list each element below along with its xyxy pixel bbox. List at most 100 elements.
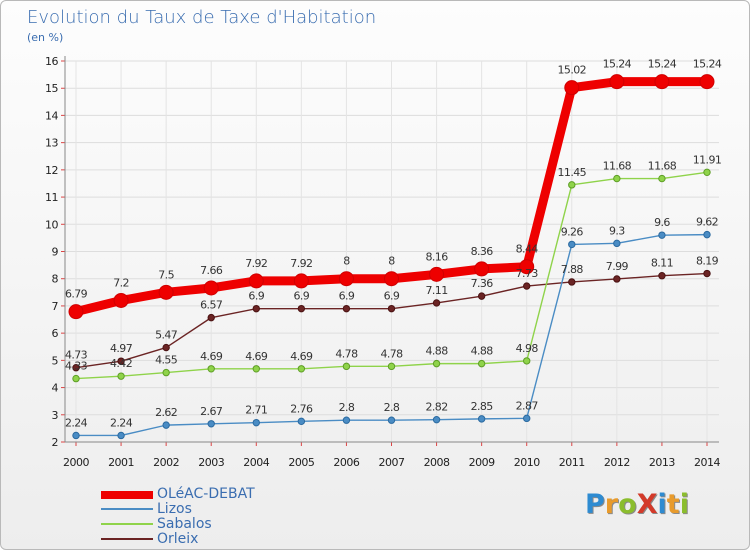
data-point xyxy=(252,418,260,427)
data-label: 7.88 xyxy=(561,263,584,276)
data-label: 6.57 xyxy=(200,299,223,312)
logo-letter: i xyxy=(657,489,667,520)
data-point xyxy=(117,357,125,365)
data-point xyxy=(297,365,306,373)
axes xyxy=(61,56,719,446)
data-point xyxy=(72,431,80,440)
x-tick-label: 2000 xyxy=(63,456,89,469)
data-label: 7.36 xyxy=(471,277,494,290)
data-label: 7.2 xyxy=(113,276,129,289)
y-tick-label: 3 xyxy=(52,409,59,422)
data-label: 6.79 xyxy=(65,288,88,301)
y-tick-label: 2 xyxy=(52,436,59,449)
legend-swatch xyxy=(101,538,153,540)
proxiti-logo: ProXiti xyxy=(585,489,689,520)
data-label: 4.33 xyxy=(65,360,88,373)
logo-letter: r xyxy=(604,489,619,520)
x-tick-label: 2005 xyxy=(288,456,314,469)
data-point xyxy=(162,343,170,352)
data-point xyxy=(432,299,441,307)
y-tick-label: 11 xyxy=(45,191,58,204)
data-point xyxy=(113,292,129,308)
data-point xyxy=(609,74,625,90)
legend-label: Lizos xyxy=(157,501,192,517)
data-label: 7.5 xyxy=(158,268,174,281)
data-label: 4.98 xyxy=(516,342,539,355)
data-label: 8.11 xyxy=(651,257,673,270)
data-label: 7.66 xyxy=(200,264,223,277)
data-label: 15.24 xyxy=(693,58,722,71)
data-point xyxy=(207,365,215,373)
x-tick-label: 2012 xyxy=(604,456,630,469)
data-point xyxy=(568,181,576,189)
data-label: 2.62 xyxy=(155,406,177,419)
y-tick-label: 13 xyxy=(45,137,58,150)
data-label: 15.02 xyxy=(558,64,587,77)
y-tick-label: 9 xyxy=(52,246,59,259)
data-label: 4.73 xyxy=(65,349,88,362)
x-tick-label: 2008 xyxy=(424,456,450,469)
data-label: 2.71 xyxy=(245,404,267,417)
legend-label: Orleix xyxy=(157,531,199,547)
data-point xyxy=(703,230,711,239)
data-label: 2.24 xyxy=(110,416,133,429)
series-points xyxy=(68,74,715,440)
data-label: 9.62 xyxy=(696,216,718,229)
chart-title: Evolution du Taux de Taxe d'Habitation xyxy=(27,7,377,28)
logo-letter: X xyxy=(636,489,658,520)
x-tick-label: 2007 xyxy=(379,456,405,469)
data-label: 2.82 xyxy=(426,401,448,414)
data-label: 6.9 xyxy=(384,290,400,303)
data-label: 2.8 xyxy=(384,401,400,414)
data-label: 11.91 xyxy=(693,153,722,166)
data-point xyxy=(474,261,490,277)
legend-label: OLéAC-DEBAT xyxy=(157,486,255,502)
data-label: 9.26 xyxy=(561,225,584,238)
data-point xyxy=(162,368,170,377)
data-point xyxy=(568,240,576,249)
data-point xyxy=(564,80,580,96)
data-label: 2.87 xyxy=(516,399,539,412)
y-tick-labels: 2 3 4 5 6 7 8 9 10 11 12 13 14 15 16 xyxy=(45,55,59,449)
data-label: 7.92 xyxy=(290,257,312,270)
legend-swatch xyxy=(101,523,153,525)
data-point xyxy=(519,259,535,275)
data-point xyxy=(338,271,354,287)
data-label: 4.88 xyxy=(471,345,494,358)
data-label: 7.92 xyxy=(245,257,267,270)
data-label: 11.45 xyxy=(558,166,587,179)
data-label: 5.47 xyxy=(155,329,178,342)
data-label: 8.44 xyxy=(516,243,539,256)
data-label: 9.6 xyxy=(654,216,670,229)
x-tick-label: 2011 xyxy=(559,456,585,469)
data-point xyxy=(613,275,621,283)
data-label: 6.9 xyxy=(339,290,355,303)
data-point xyxy=(699,74,715,90)
logo-letter: P xyxy=(585,489,605,520)
legend-label: Sabalos xyxy=(157,516,212,532)
data-point xyxy=(68,304,84,320)
data-point xyxy=(477,415,486,423)
data-point xyxy=(568,278,576,286)
gridlines xyxy=(65,60,719,443)
data-point xyxy=(117,372,125,380)
data-label: 2.8 xyxy=(339,401,355,414)
data-label: 9.3 xyxy=(609,224,625,237)
y-tick-label: 15 xyxy=(45,82,58,95)
data-label: 4.78 xyxy=(335,347,358,360)
y-tick-label: 10 xyxy=(45,218,58,231)
y-tick-label: 6 xyxy=(52,327,59,340)
legend-swatch xyxy=(101,491,153,499)
x-tick-label: 2014 xyxy=(694,456,720,469)
x-tick-label: 2009 xyxy=(469,456,495,469)
data-label: 4.69 xyxy=(290,350,313,363)
data-label: 11.68 xyxy=(603,160,632,173)
x-tick-label: 2002 xyxy=(153,456,179,469)
data-label: 15.24 xyxy=(648,58,677,71)
data-point xyxy=(658,174,666,183)
data-point xyxy=(162,421,170,429)
data-point xyxy=(207,313,215,322)
data-point xyxy=(387,304,396,313)
